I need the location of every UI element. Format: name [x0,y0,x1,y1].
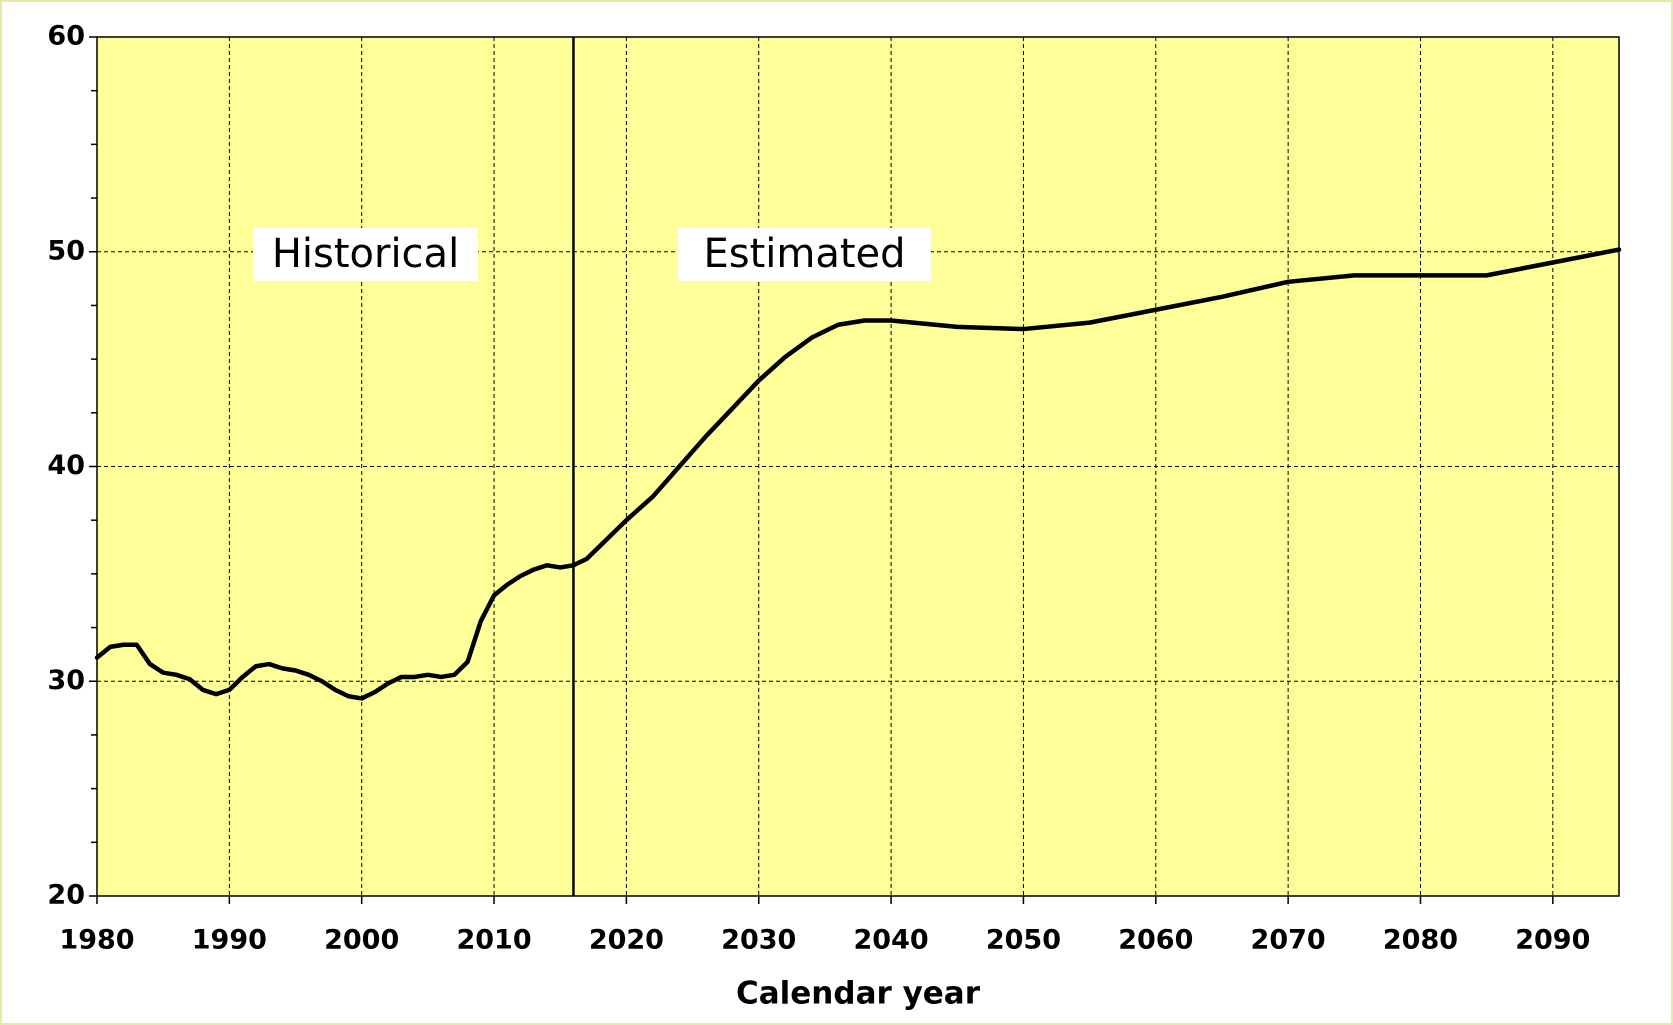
y-tick-label: 50 [47,235,85,266]
annotation: Estimated [703,231,905,277]
x-tick-label: 2020 [589,925,664,956]
y-tick-label: 30 [47,665,85,696]
x-tick-label: 1990 [192,925,267,956]
y-tick-label: 20 [47,880,85,911]
x-tick-label: 2090 [1515,925,1590,956]
x-tick-label: 2010 [456,925,531,956]
y-tick-label: 40 [47,450,85,481]
x-tick-label: 2070 [1251,925,1326,956]
x-tick-label: 2060 [1118,925,1193,956]
annotation-box [253,228,478,281]
y-tick-label: 60 [47,21,85,52]
x-tick-label: 2050 [986,925,1061,956]
x-tick-label: 2080 [1383,925,1458,956]
x-axis-title: Calendar year [736,976,981,1012]
x-tick-label: 2000 [324,925,399,956]
plot-border [96,36,1620,897]
annotation-box [678,228,931,281]
x-tick-label: 2040 [854,925,929,956]
x-tick-label: 1980 [59,925,134,956]
plot-area [97,37,1619,896]
line [94,247,1622,701]
annotation: Historical [272,231,459,277]
x-tick-label: 2030 [721,925,796,956]
